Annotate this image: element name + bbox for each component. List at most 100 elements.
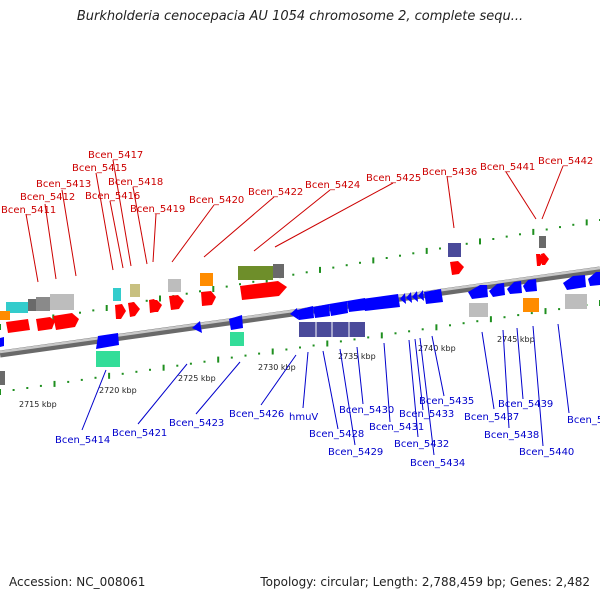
tick-mark xyxy=(176,364,179,367)
gene-arrow xyxy=(169,295,184,310)
gene-label: Bcen_5441 xyxy=(480,162,535,173)
gene-label: Bcen_5418 xyxy=(108,177,163,188)
gene-label: Bcen_5413 xyxy=(36,179,91,190)
tick-mark xyxy=(67,380,70,383)
gene-label: Bcen_5412 xyxy=(20,192,75,203)
accession-text: Accession: NC_008061 xyxy=(9,575,146,589)
gene-arrow xyxy=(412,291,418,302)
gene-arrow xyxy=(53,313,79,330)
map-title: Burkholderia cenocepacia AU 1054 chromos… xyxy=(76,9,524,24)
tick-mark xyxy=(135,370,138,373)
tick-mark xyxy=(26,387,29,389)
gene-label: Bcen_5422 xyxy=(248,187,303,198)
gene-arrow xyxy=(229,315,243,330)
tick-mark xyxy=(558,308,561,311)
tick-mark xyxy=(212,286,215,292)
tick-mark xyxy=(258,352,261,355)
scale-labels: 2715 kbp 2720 kbp 2725 kbp 2730 kbp 2735… xyxy=(19,335,535,409)
gene-label: Bcen_5434 xyxy=(410,458,465,469)
tick-mark xyxy=(412,252,415,255)
tick-mark xyxy=(492,238,495,240)
tick-mark xyxy=(449,324,451,327)
tick-mark xyxy=(162,364,165,371)
tick-mark xyxy=(225,285,228,288)
gene-arrow xyxy=(0,337,4,347)
tick-mark xyxy=(185,292,188,295)
tick-mark xyxy=(359,261,361,264)
tick-mark xyxy=(517,314,520,317)
gene-label: Bcen_5438 xyxy=(484,430,539,441)
tick-mark xyxy=(145,299,148,302)
tick-mark xyxy=(39,384,42,387)
gene-label: Bcen_5436 xyxy=(422,167,477,178)
gene-arrow xyxy=(541,253,549,265)
gene-label: Bcen_5440 xyxy=(519,447,574,458)
reverse-strand-genes[interactable] xyxy=(0,272,600,349)
gene-label: Bcen_5421 xyxy=(112,428,167,439)
gene-label: Bcen_5443 xyxy=(567,415,600,426)
tick-mark xyxy=(149,368,151,371)
scale-label: 2720 kbp xyxy=(99,386,137,395)
gene-label: Bcen_5420 xyxy=(189,195,244,206)
tick-mark xyxy=(559,226,561,229)
tick-mark xyxy=(12,389,15,391)
tick-mark xyxy=(108,372,111,379)
gene-arrow xyxy=(297,306,314,320)
tick-mark xyxy=(252,280,255,283)
tick-mark xyxy=(479,238,481,245)
tick-mark xyxy=(530,312,533,315)
forward-strand-genes[interactable] xyxy=(6,253,549,333)
gene-arrow xyxy=(290,308,299,320)
tick-mark xyxy=(105,305,108,311)
gene-label: Bcen_5431 xyxy=(369,422,424,433)
gene-arrow xyxy=(36,317,55,331)
gene-arrow xyxy=(424,289,443,304)
tick-mark xyxy=(425,247,428,254)
gene-arrow xyxy=(347,298,366,312)
gene-label: Bcen_5411 xyxy=(1,205,56,216)
gene-label: Bcen_5416 xyxy=(85,191,140,202)
gene-arrow xyxy=(418,290,424,301)
tick-mark xyxy=(572,223,575,226)
gene-label: Bcen_5426 xyxy=(229,409,284,420)
tick-mark xyxy=(367,336,370,339)
reverse-cog-boxes xyxy=(0,294,587,385)
gene-label: Bcen_5442 xyxy=(538,156,593,167)
gene-label: Bcen_5437 xyxy=(464,412,519,423)
gene-label: Bcen_5424 xyxy=(305,180,360,191)
tick-mark xyxy=(394,332,397,335)
tick-mark xyxy=(0,389,1,395)
scale-label: 2735 kbp xyxy=(338,352,376,361)
gene-arrow xyxy=(115,304,126,319)
tick-mark xyxy=(199,290,201,293)
gene-arrow xyxy=(588,272,600,286)
gene-label: Bcen_5439 xyxy=(498,399,553,410)
tick-mark xyxy=(0,324,1,330)
tick-mark xyxy=(503,316,506,319)
tick-mark xyxy=(53,380,56,387)
scale-label: 2715 kbp xyxy=(19,400,57,409)
tick-mark xyxy=(421,328,424,331)
forward-gene-labels[interactable]: Bcen_5411 Bcen_5412 Bcen_5413 Bcen_5415 … xyxy=(1,150,593,216)
tick-mark xyxy=(462,322,465,325)
tick-mark xyxy=(299,346,301,349)
reverse-gene-labels[interactable]: Bcen_5414 Bcen_5421 Bcen_5423 Bcen_5426 … xyxy=(55,396,600,469)
reverse-leader-lines xyxy=(81,323,570,456)
gene-arrow xyxy=(192,321,202,333)
gene-label: Bcen_5430 xyxy=(339,405,394,416)
tick-mark xyxy=(203,360,206,363)
scale-label: 2730 kbp xyxy=(258,363,296,372)
gene-arrow xyxy=(128,302,140,317)
scale-label: 2740 kbp xyxy=(418,344,456,353)
tick-mark xyxy=(189,362,192,365)
tick-mark xyxy=(52,314,55,321)
tick-mark xyxy=(285,348,288,351)
tick-mark xyxy=(326,340,329,347)
gene-label: Bcen_5417 xyxy=(88,150,143,161)
tick-mark xyxy=(353,338,356,341)
tick-mark xyxy=(372,257,375,264)
gene-arrow xyxy=(523,279,537,292)
tick-mark xyxy=(544,308,547,315)
tick-mark xyxy=(439,247,441,250)
